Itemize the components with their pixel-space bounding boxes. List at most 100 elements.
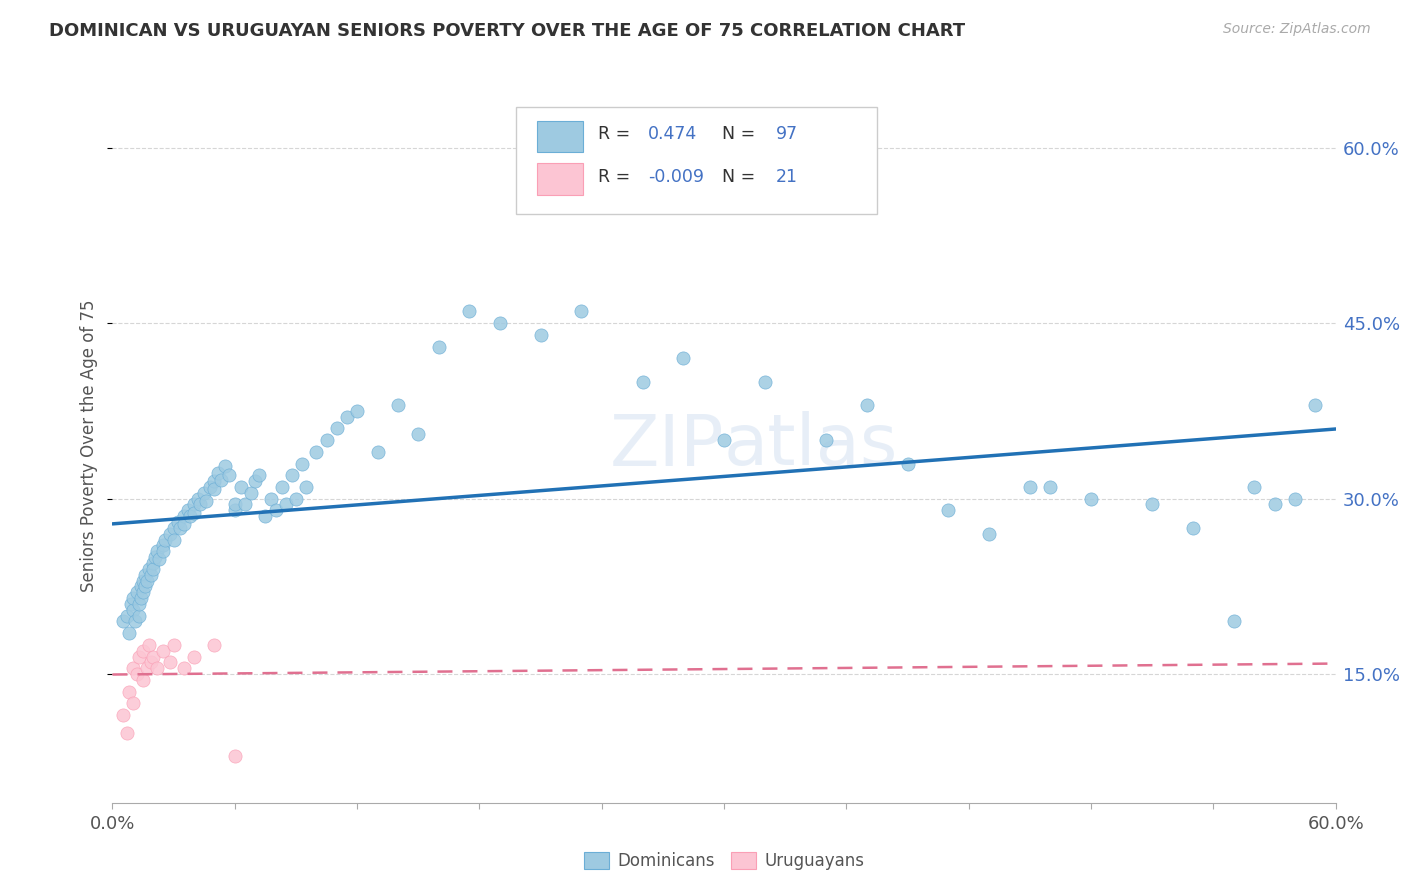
Point (233, 498, 256, 512)
Point (163, 521, 186, 535)
Point (125, 585, 148, 599)
Point (179, 509, 201, 524)
Text: N =: N = (721, 125, 761, 143)
Text: R =: R = (598, 125, 636, 143)
Y-axis label: Seniors Poverty Over the Age of 75: Seniors Poverty Over the Age of 75 (80, 300, 98, 592)
Point (754, 375, 776, 389)
Point (129, 591, 152, 605)
Point (124, 615, 146, 629)
Text: R =: R = (598, 168, 636, 186)
Point (336, 409, 359, 424)
Point (166, 515, 188, 529)
Point (281, 468, 304, 483)
FancyBboxPatch shape (516, 107, 877, 214)
Point (142, 556, 165, 570)
Point (1243, 480, 1265, 494)
Point (204, 483, 226, 497)
Point (122, 603, 145, 617)
Point (118, 684, 141, 698)
Point (245, 474, 267, 488)
Point (207, 466, 229, 480)
Text: atlas: atlas (724, 411, 898, 481)
Point (128, 608, 150, 623)
Point (155, 533, 177, 547)
Point (204, 638, 226, 652)
Point (672, 351, 695, 366)
Point (529, 327, 551, 342)
Point (427, 340, 450, 354)
Point (631, 375, 654, 389)
Text: 21: 21 (776, 168, 797, 186)
Point (136, 574, 159, 588)
Text: 97: 97 (776, 125, 797, 143)
Point (125, 667, 148, 681)
Point (200, 480, 222, 494)
Point (229, 480, 252, 494)
Point (1284, 491, 1306, 506)
Point (146, 661, 169, 675)
Point (115, 608, 138, 623)
Point (173, 661, 195, 675)
Point (118, 626, 141, 640)
Point (188, 498, 211, 512)
Point (1181, 521, 1204, 535)
Point (159, 526, 181, 541)
Point (897, 457, 920, 471)
Point (134, 579, 156, 593)
Point (1305, 398, 1327, 412)
Point (111, 615, 134, 629)
Point (152, 544, 174, 558)
Point (120, 597, 142, 611)
Text: ZIP: ZIP (610, 411, 724, 481)
Point (195, 494, 218, 508)
Point (1080, 491, 1102, 506)
Point (270, 480, 292, 494)
Point (122, 697, 145, 711)
Point (274, 498, 297, 512)
Point (146, 544, 169, 558)
Point (141, 567, 163, 582)
Point (122, 591, 145, 605)
Point (183, 506, 205, 520)
Point (571, 304, 593, 318)
Point (111, 708, 134, 723)
Text: -0.009: -0.009 (648, 168, 704, 186)
Point (713, 433, 735, 447)
Point (458, 304, 481, 318)
Point (193, 485, 215, 500)
Text: N =: N = (721, 168, 761, 186)
Point (214, 458, 236, 473)
Point (129, 579, 152, 593)
Point (1018, 480, 1040, 494)
Point (815, 433, 838, 447)
Point (489, 316, 512, 330)
Point (387, 398, 409, 412)
Point (346, 404, 368, 418)
Point (122, 661, 145, 675)
Point (264, 503, 287, 517)
Point (936, 503, 959, 517)
Point (247, 468, 270, 483)
Point (224, 498, 246, 512)
Point (224, 749, 246, 764)
Point (295, 480, 318, 494)
Point (163, 638, 186, 652)
Point (315, 433, 337, 447)
Point (152, 644, 174, 658)
Text: 0.474: 0.474 (648, 125, 697, 143)
Point (173, 509, 195, 524)
Point (1039, 480, 1062, 494)
Point (132, 673, 155, 687)
Point (142, 562, 165, 576)
Point (138, 638, 160, 652)
Point (183, 649, 205, 664)
Point (224, 503, 246, 517)
Point (326, 421, 349, 435)
Point (305, 445, 328, 459)
Bar (537, 163, 583, 194)
Point (134, 567, 156, 582)
Point (1264, 498, 1286, 512)
Point (1142, 498, 1164, 512)
Point (159, 656, 181, 670)
Legend: Dominicans, Uruguayans: Dominicans, Uruguayans (576, 845, 872, 877)
